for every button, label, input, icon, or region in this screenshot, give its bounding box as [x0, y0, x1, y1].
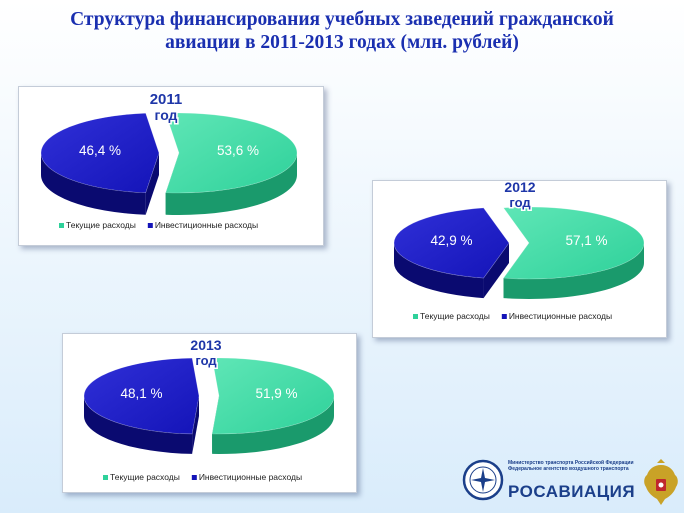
title-line-2: авиации в 2011-2013 годах (млн. рублей) — [165, 32, 519, 53]
pie-slice-current-top — [503, 206, 645, 280]
pie-label-current: 53,6 % — [217, 143, 259, 158]
chart-year-suffix: год — [509, 195, 531, 210]
rosaviatsiya-logo: Министерство транспорта Российской Федер… — [462, 457, 684, 513]
pie-label-current: 51,9 % — [255, 386, 297, 401]
chart-year-label: 2011 — [150, 91, 183, 108]
pie-slice-current: 51,9 % — [211, 357, 335, 454]
legend-swatch-current — [413, 314, 418, 319]
pie-slice-current-side — [212, 396, 334, 454]
pie-slice-current-side — [503, 243, 644, 299]
pie-slice-investment: 46,4 % — [40, 112, 160, 215]
ministry-line-2: Федеральное агентство воздушного транспо… — [508, 466, 629, 472]
pie-chart-2013: 51,9 % 48,1 % 2013 год Текущие расходы Инвест… — [62, 333, 357, 493]
legend-swatch-current — [59, 223, 64, 228]
pie-chart-2011: 53,6 % 46,4 % 2011 год Текущие расходы Инвест… — [18, 86, 324, 246]
chart-year-label: 2012 — [504, 181, 535, 195]
pie-slice-current-top — [165, 112, 298, 194]
legend-label-investment: Инвестиционные расходы — [155, 220, 258, 230]
legend-label-investment: Инвестиционные расходы — [199, 472, 302, 482]
pie-slice-investment-cut — [483, 243, 509, 299]
legend-swatch-current — [103, 475, 108, 480]
chart-legend: Текущие расходы Инвестиционные расходы — [413, 311, 612, 321]
chart-year-label: 2013 — [190, 337, 221, 353]
legend-label-current: Текущие расходы — [110, 472, 180, 482]
pie-slice-investment: 42,9 % — [393, 207, 510, 299]
legend-swatch-investment — [501, 314, 507, 319]
pie-slice-investment-side — [41, 153, 146, 215]
pie-chart-2012: 57,1 % 42,9 % 2012 год Текущие расходы Инвест… — [372, 180, 667, 338]
ministry-text: Министерство транспорта Российской Федер… — [508, 460, 648, 472]
pie-slice-current-top — [211, 357, 335, 435]
chart-year-suffix: год — [195, 353, 217, 368]
brand-name: РОСАВИАЦИЯ — [508, 482, 636, 501]
pie-slice-investment-side — [84, 396, 193, 454]
legend-swatch-investment — [191, 475, 197, 480]
pie-slice-current: 53,6 % — [165, 112, 298, 215]
chart-legend: Текущие расходы Инвестиционные расходы — [59, 220, 258, 230]
rosaviatsiya-emblem-icon — [462, 459, 504, 501]
ministry-line-1: Министерство транспорта Российской Федер… — [508, 460, 634, 466]
title-line-1: Структура финансирования учебных заведен… — [70, 9, 614, 30]
pie-slice-investment-cut — [192, 396, 199, 454]
pie-label-investment: 46,4 % — [79, 143, 121, 158]
pie-slice-investment-top — [393, 207, 510, 279]
pie-slice-current: 57,1 % — [503, 206, 645, 299]
legend-label-current: Текущие расходы — [420, 311, 490, 321]
chart-year-suffix: год — [155, 107, 178, 123]
russian-coat-of-arms-icon — [644, 459, 678, 505]
legend-swatch-investment — [147, 223, 153, 228]
pie-slice-investment-cut — [145, 153, 159, 215]
chart-legend: Текущие расходы Инвестиционные расходы — [103, 472, 302, 482]
pie-label-current: 57,1 % — [565, 233, 607, 248]
pie-slice-investment: 48,1 % — [83, 357, 200, 454]
pie-slice-current-side — [165, 153, 297, 215]
pie-label-investment: 42,9 % — [430, 233, 472, 248]
legend-label-investment: Инвестиционные расходы — [509, 311, 612, 321]
pie-label-investment: 48,1 % — [120, 386, 162, 401]
pie-slice-investment-top — [83, 357, 200, 435]
pie-slice-investment-top — [40, 112, 160, 194]
legend-label-current: Текущие расходы — [66, 220, 136, 230]
page-title: Структура финансирования учебных заведен… — [0, 8, 684, 54]
pie-slice-investment-side — [394, 243, 484, 299]
